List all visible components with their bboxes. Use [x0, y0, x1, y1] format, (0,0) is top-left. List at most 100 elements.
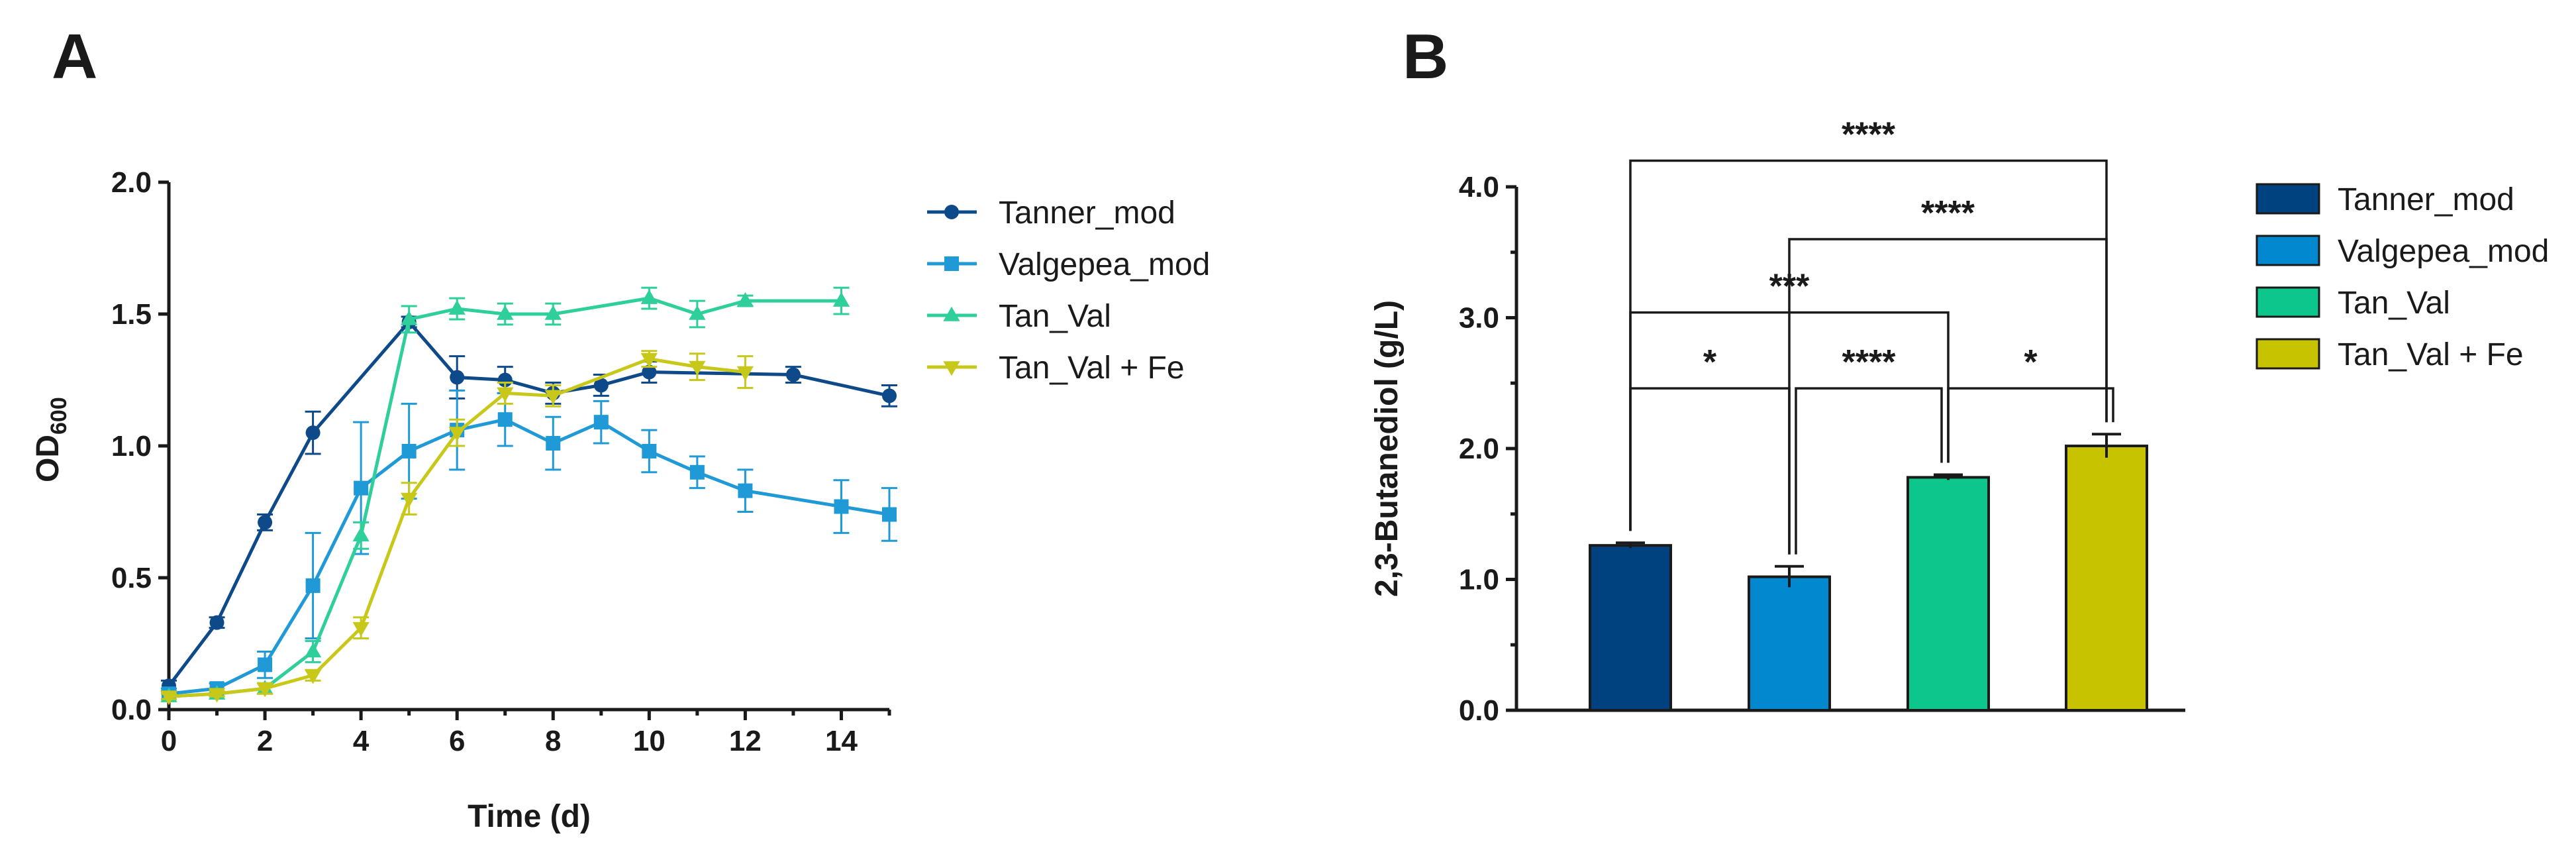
x-tick-label: 14	[825, 725, 858, 757]
data-point	[305, 425, 321, 441]
bar	[1748, 575, 1831, 712]
data-point	[401, 310, 418, 325]
x-tick-label: 4	[353, 725, 370, 757]
legend-b: Tanner_mod Valgepea_mod Tan_Val Tan_Val + F…	[2255, 182, 2549, 372]
data-point	[640, 352, 658, 368]
legend-label: Tanner_mod	[999, 195, 1175, 231]
data-point	[401, 492, 418, 508]
series-line	[168, 417, 890, 696]
legend-marker	[944, 205, 959, 219]
x-tick-label: 6	[449, 725, 465, 757]
series-0	[161, 314, 897, 694]
series-1	[161, 389, 897, 702]
y-tick-label: 0.5	[111, 562, 152, 594]
series-line	[168, 319, 890, 687]
data-point	[448, 427, 466, 442]
data-point	[448, 299, 466, 315]
bracket-line	[1629, 387, 1791, 555]
data-point	[642, 364, 657, 380]
y-tick-label: 1.5	[111, 298, 152, 331]
legend-swatch	[2255, 338, 2320, 370]
legend-swatch	[2255, 183, 2320, 215]
legend-label: Valgepea_mod	[999, 247, 1210, 282]
significance-label: ****	[1921, 194, 1975, 233]
series-3	[160, 350, 754, 706]
data-point	[834, 499, 849, 514]
legend-swatch	[2255, 286, 2320, 318]
data-point	[738, 483, 753, 498]
panel-a: A 0.0 0.5 1.0 1.5 2.0 0 2 4 6 8 10 12 14 Time (d) OD60…	[30, 21, 1210, 834]
y-axis-title: 2,3-Butanediol (g/L)	[1369, 300, 1405, 597]
x-tick-label: 10	[633, 725, 666, 757]
data-point	[882, 388, 897, 403]
y-axis-title-subscript: 600	[46, 397, 72, 435]
data-point	[497, 412, 513, 427]
data-point	[304, 643, 322, 658]
data-point	[497, 305, 514, 320]
panel-a-letter: A	[52, 21, 97, 92]
legend-marker	[944, 256, 959, 271]
data-point	[354, 480, 369, 496]
significance-label: *	[2024, 343, 2038, 382]
data-point	[352, 621, 370, 637]
data-point	[544, 305, 562, 320]
data-point	[160, 690, 177, 706]
legend-a: Tanner_mod Valgepea_mod Tan_Val Tan_Val + F…	[927, 195, 1210, 386]
data-point	[642, 443, 657, 458]
data-point	[736, 292, 754, 307]
x-axis-title: Time (d)	[468, 799, 591, 834]
data-point	[640, 289, 658, 304]
data-point	[497, 387, 514, 402]
data-point	[689, 360, 706, 376]
legend-label: Valgepea_mod	[2338, 234, 2549, 269]
data-point	[258, 515, 273, 530]
legend-marker	[943, 361, 960, 376]
bar	[2065, 445, 2148, 712]
data-point	[256, 682, 273, 698]
data-point	[546, 436, 561, 451]
data-point	[401, 443, 417, 458]
y-axis-title-main: OD	[30, 435, 66, 482]
y-tick-label: 1.0	[111, 430, 152, 462]
significance-bracket: *	[1629, 343, 1791, 555]
data-point	[689, 464, 705, 480]
data-point	[593, 378, 609, 393]
significance-label: *	[1703, 343, 1717, 382]
x-tick-label: 12	[729, 725, 762, 757]
significance-label: ****	[1842, 116, 1896, 154]
legend-swatch	[2255, 235, 2320, 266]
legend-marker	[943, 306, 960, 321]
y-tick-label: 2.0	[111, 166, 152, 199]
data-point	[258, 657, 273, 672]
legend-label: Tanner_mod	[2338, 182, 2514, 217]
bar	[1907, 476, 1990, 712]
panel-b-letter: B	[1403, 21, 1448, 92]
data-point	[785, 367, 801, 382]
significance-bracket: ****	[1629, 116, 2108, 531]
legend-label: Tan_Val	[2338, 286, 2450, 321]
data-point	[832, 292, 850, 307]
data-point	[450, 370, 465, 385]
series-line	[168, 357, 746, 698]
y-tick-label: 2.0	[1459, 433, 1499, 465]
y-tick-label: 4.0	[1459, 171, 1499, 203]
x-tick-label: 0	[161, 725, 177, 757]
panel-b: B 0.01.02.03.04.02,3-Butanediol (g/L) * **…	[1369, 21, 2549, 727]
data-point	[305, 578, 321, 593]
data-point	[544, 390, 562, 405]
bracket-line	[1629, 159, 2108, 531]
x-tick-label: 2	[257, 725, 273, 757]
data-point	[208, 688, 226, 703]
data-point	[209, 615, 224, 630]
y-tick-label: 3.0	[1459, 302, 1499, 335]
legend-label: Tan_Val + Fe	[2338, 337, 2524, 372]
data-point	[593, 415, 609, 430]
y-tick-label: 1.0	[1459, 564, 1499, 596]
data-point	[689, 305, 706, 320]
significance-label: ****	[1842, 343, 1897, 382]
data-point	[497, 372, 513, 388]
y-tick-label: 0.0	[1459, 694, 1499, 727]
y-tick-label: 0.0	[111, 694, 152, 726]
data-point	[352, 527, 370, 542]
